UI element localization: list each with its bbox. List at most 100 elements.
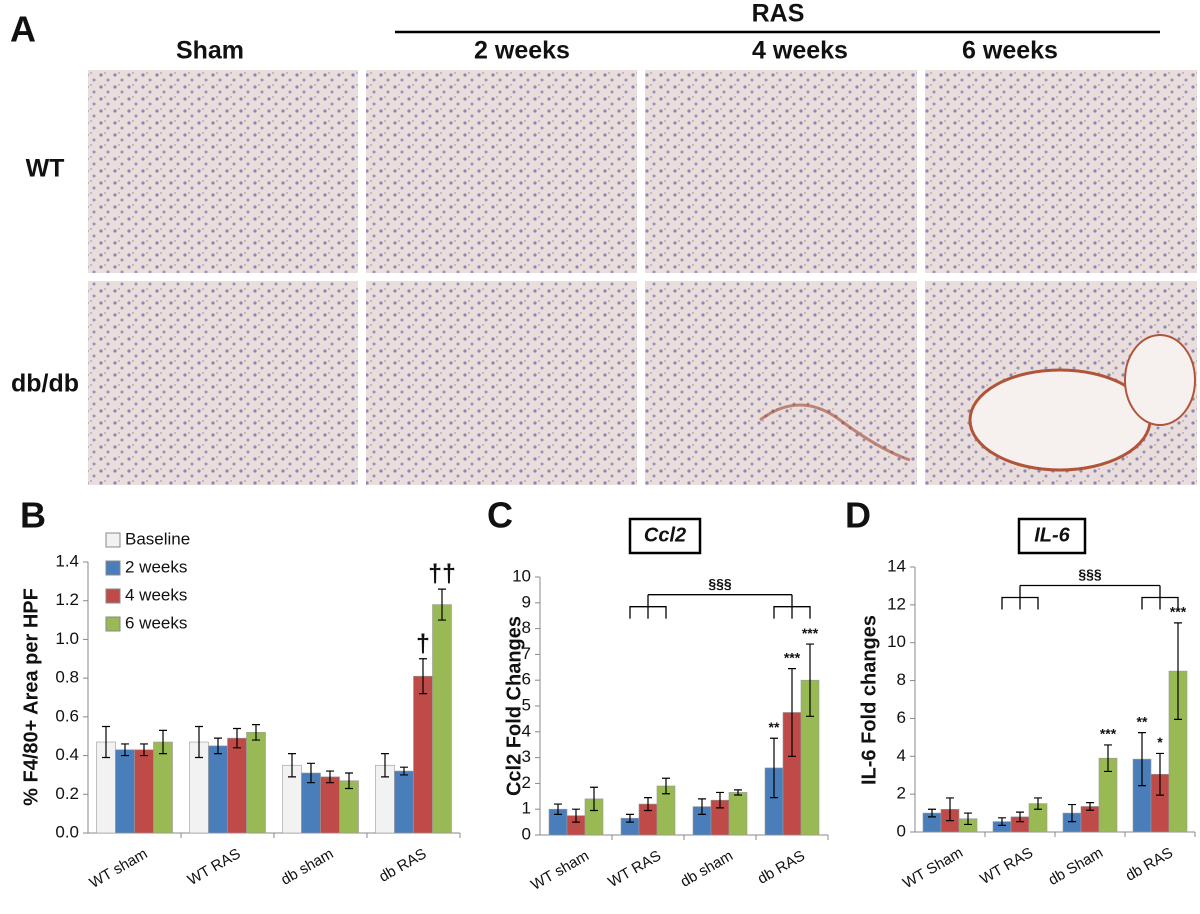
chart-title: IL-6 bbox=[1034, 524, 1070, 546]
error-bar bbox=[419, 658, 427, 695]
chart-title: Ccl2 bbox=[644, 524, 686, 546]
error-bar bbox=[381, 753, 389, 778]
x-tick-label: WT RAS bbox=[977, 844, 1036, 888]
y-axis-label: Ccl2 Fold Changes bbox=[503, 616, 525, 796]
group-header: RAS bbox=[752, 0, 805, 28]
y-tick-label: 0 bbox=[897, 821, 906, 840]
error-bar bbox=[698, 798, 706, 815]
legend-label: 6 weeks bbox=[125, 613, 187, 632]
error-bar bbox=[252, 724, 260, 741]
error-bar bbox=[195, 725, 203, 759]
panel-letter: C bbox=[487, 495, 513, 536]
significance-mark: † bbox=[416, 629, 430, 657]
y-tick-label: 6 bbox=[897, 708, 906, 727]
legend-swatch bbox=[105, 560, 121, 576]
bracket bbox=[1001, 585, 1039, 610]
bar bbox=[134, 749, 154, 834]
error-bar bbox=[806, 643, 814, 717]
x-tick-label: WT sham bbox=[528, 847, 592, 894]
error-bar bbox=[626, 813, 634, 823]
y-tick-label: 10 bbox=[512, 566, 531, 585]
error-bar bbox=[1016, 811, 1024, 823]
x-tick-label: db RAS bbox=[376, 845, 429, 886]
column-header: Sham bbox=[176, 37, 244, 65]
error-bar bbox=[1034, 797, 1042, 810]
stain bbox=[968, 368, 1152, 472]
micrograph bbox=[366, 281, 637, 485]
y-tick-label: 0 bbox=[522, 824, 531, 843]
error-bar bbox=[307, 762, 315, 784]
bar bbox=[728, 792, 748, 836]
bar bbox=[153, 741, 173, 834]
error-bar bbox=[121, 743, 129, 757]
comparison-label: §§§ bbox=[708, 575, 732, 591]
title-box bbox=[1017, 517, 1087, 555]
error-bar bbox=[590, 786, 598, 812]
error-bar bbox=[159, 729, 167, 755]
legend-swatch bbox=[105, 616, 121, 632]
error-bar bbox=[400, 766, 408, 776]
y-tick-label: 10 bbox=[887, 632, 906, 651]
y-tick-label: 12 bbox=[887, 594, 906, 613]
error-bar bbox=[438, 588, 446, 621]
y-tick-label: 4 bbox=[897, 746, 906, 765]
y-tick-label: 2 bbox=[897, 784, 906, 803]
stain bbox=[759, 403, 911, 462]
bracket bbox=[773, 594, 811, 619]
legend-swatch bbox=[105, 588, 121, 604]
significance-mark: *** bbox=[1170, 604, 1187, 620]
row-header: WT bbox=[26, 155, 65, 183]
y-tick-label: 0.0 bbox=[55, 822, 79, 841]
error-bar bbox=[1156, 752, 1164, 796]
y-axis-label: % F4/80+ Area per HPF bbox=[20, 588, 42, 806]
significance-mark: *** bbox=[784, 649, 801, 665]
comparison-label: §§§ bbox=[1078, 566, 1102, 582]
error-bar bbox=[326, 770, 334, 784]
y-tick-label: 5 bbox=[522, 695, 531, 714]
y-tick-label: 1 bbox=[522, 799, 531, 818]
error-bar bbox=[554, 803, 562, 815]
column-header: 2 weeks bbox=[474, 37, 570, 65]
legend-swatch bbox=[105, 532, 121, 548]
x-tick-label: db Sham bbox=[1045, 844, 1106, 889]
error-bar bbox=[928, 808, 936, 818]
bar bbox=[246, 732, 266, 834]
x-tick-label: db RAS bbox=[1123, 844, 1176, 885]
significance-mark: *** bbox=[1100, 726, 1117, 742]
y-tick-label: 1.2 bbox=[55, 590, 79, 609]
row-header: db/db bbox=[11, 370, 79, 398]
y-tick-label: 0.6 bbox=[55, 706, 79, 725]
bracket bbox=[629, 594, 667, 619]
column-header: 4 weeks bbox=[752, 37, 848, 65]
micrograph bbox=[925, 70, 1197, 273]
micrograph bbox=[645, 70, 917, 273]
error-bar bbox=[140, 743, 148, 757]
error-bar bbox=[1174, 622, 1182, 720]
bar bbox=[432, 604, 452, 834]
micrograph bbox=[88, 281, 358, 485]
error-bar bbox=[214, 737, 222, 755]
legend-label: 2 weeks bbox=[125, 557, 187, 576]
error-bar bbox=[644, 796, 652, 812]
y-tick-label: 6 bbox=[522, 670, 531, 689]
error-bar bbox=[964, 812, 972, 826]
panel-letter: B bbox=[20, 495, 46, 536]
micrograph bbox=[88, 70, 358, 273]
error-bar bbox=[288, 753, 296, 778]
error-bar bbox=[1104, 744, 1112, 773]
bar bbox=[115, 749, 135, 834]
panel-letter: D bbox=[845, 495, 871, 536]
significance-mark: *** bbox=[802, 625, 819, 641]
error-bar bbox=[102, 725, 110, 759]
x-tick-label: db RAS bbox=[755, 847, 808, 888]
error-bar bbox=[1138, 732, 1146, 787]
bracket bbox=[1141, 585, 1179, 610]
y-tick-label: 1.0 bbox=[55, 629, 79, 648]
error-bar bbox=[770, 737, 778, 799]
bar bbox=[413, 675, 433, 834]
y-tick-label: 7 bbox=[522, 644, 531, 663]
bar bbox=[320, 776, 340, 834]
y-tick-label: 0.4 bbox=[55, 745, 79, 764]
y-tick-label: 8 bbox=[522, 618, 531, 637]
x-tick-label: WT sham bbox=[87, 845, 151, 892]
